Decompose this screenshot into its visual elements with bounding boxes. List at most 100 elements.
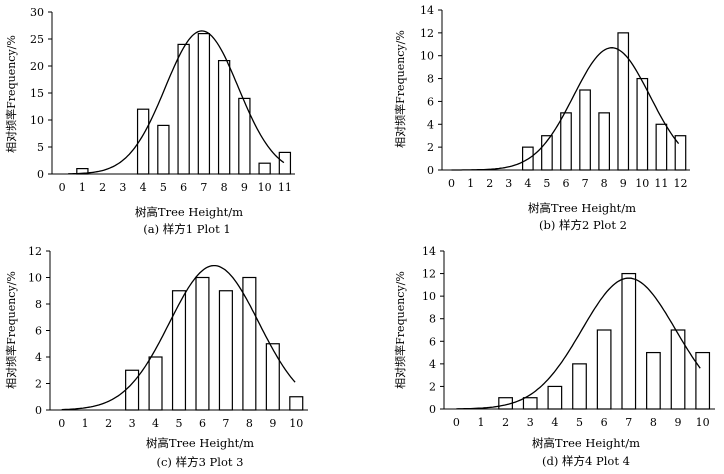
- chart-d-x-axis-label: 树高Tree Height/m: [532, 436, 640, 450]
- chart-a-bar: [136, 108, 150, 175]
- chart-a-y-tick-label: 30: [30, 6, 44, 19]
- chart-d-x-tick-label: 1: [477, 416, 484, 429]
- chart-b-bar: [579, 89, 591, 171]
- chart-d-y-tick-label: 6: [429, 335, 436, 348]
- chart-c-y-tick-label: 12: [28, 245, 42, 258]
- chart-b-x-tick-label: 11: [654, 177, 668, 190]
- chart-b-x-tick-label: 9: [620, 177, 627, 190]
- chart-c-x-tick-label: 8: [246, 417, 253, 430]
- chart-b-x-tick-label: 4: [524, 177, 531, 190]
- chart-b-bar: [560, 112, 572, 171]
- chart-c-x-tick-label: 1: [82, 417, 89, 430]
- chart-c-bar: [265, 343, 280, 411]
- chart-b-bar: [655, 123, 668, 171]
- chart-d-bar: [572, 363, 587, 410]
- chart-b-x-tick-label: 6: [563, 177, 570, 190]
- chart-b-y-tick-label: 0: [427, 164, 434, 177]
- chart-d-caption: (d) 样方4 Plot 4: [542, 454, 630, 468]
- chart-a-y-tick-label: 10: [30, 114, 44, 127]
- chart-b-x-tick-label: 1: [467, 177, 474, 190]
- chart-b-x-tick-label: 12: [673, 177, 687, 190]
- chart-b-fit-curve: [451, 47, 680, 171]
- chart-d-bar: [596, 329, 612, 410]
- chart-a-x-tick-label: 8: [221, 181, 228, 194]
- chart-a-caption: (a) 样方1 Plot 1: [143, 222, 230, 236]
- chart-a-bar: [197, 32, 211, 175]
- chart-b-y-tick-label: 2: [427, 141, 434, 154]
- chart-b-x-tick-label: 0: [448, 177, 455, 190]
- chart-c-y-tick-label: 6: [35, 325, 42, 338]
- chart-a-y-tick-label: 0: [37, 168, 44, 181]
- chart-c-y-tick-label: 0: [35, 404, 42, 417]
- chart-d-x-tick-label: 5: [576, 416, 583, 429]
- chart-d-y-tick-label: 14: [422, 245, 436, 258]
- chart-d-x-tick-label: 10: [696, 416, 710, 429]
- chart-d-y-axis-label: 相对频率Frequency/%: [393, 271, 407, 389]
- chart-a-x-tick-label: 10: [258, 181, 272, 194]
- chart-d-x-tick-label: 7: [625, 416, 632, 429]
- chart-a-bar: [238, 97, 251, 175]
- chart-a-bar: [258, 162, 271, 175]
- chart-panel-a: 相对频率Frequency/% 树高Tree Height/m (a) 样方1 …: [4, 6, 295, 236]
- chart-b-x-axis-label: 树高Tree Height/m: [528, 201, 636, 215]
- chart-d-bar: [621, 272, 637, 410]
- chart-a-bar: [76, 168, 89, 175]
- chart-b-y-tick-label: 8: [427, 73, 434, 86]
- chart-d-fit-curve: [456, 277, 701, 410]
- chart-b-y-tick-label: 14: [420, 4, 434, 17]
- chart-a-y-axis-label: 相对频率Frequency/%: [4, 35, 18, 153]
- chart-c-bar: [171, 290, 187, 411]
- chart-d-x-tick-label: 6: [601, 416, 608, 429]
- chart-c-y-axis-label: 相对频率Frequency/%: [4, 271, 18, 389]
- chart-c-x-axis-label: 树高Tree Height/m: [146, 436, 254, 450]
- chart-d-x-tick-label: 3: [527, 416, 534, 429]
- chart-a-x-tick-label: 5: [160, 181, 167, 194]
- chart-c-bar: [125, 369, 140, 411]
- chart-d-x-tick-label: 2: [502, 416, 509, 429]
- chart-c-x-tick-label: 10: [289, 417, 303, 430]
- chart-d-y-tick-label: 8: [429, 313, 436, 326]
- chart-a-x-axis-label: 树高Tree Height/m: [135, 205, 243, 219]
- chart-b-caption: (b) 样方2 Plot 2: [539, 218, 627, 232]
- chart-a-x-tick-label: 11: [278, 181, 292, 194]
- chart-a-x-tick-label: 3: [119, 181, 126, 194]
- chart-c-x-tick-label: 3: [129, 417, 136, 430]
- chart-c-bar: [148, 356, 163, 411]
- chart-a-x-tick-label: 9: [241, 181, 248, 194]
- chart-a-y-tick-label: 15: [30, 87, 44, 100]
- chart-b-bar: [541, 135, 553, 171]
- chart-b-y-tick-label: 4: [427, 118, 434, 131]
- chart-c-bar: [242, 276, 257, 411]
- chart-a-fit-curve: [68, 30, 285, 175]
- chart-a-x-tick-label: 7: [200, 181, 207, 194]
- chart-b-x-tick-label: 3: [505, 177, 512, 190]
- chart-d-y-tick-label: 12: [422, 268, 436, 281]
- chart-d-x-tick-label: 8: [650, 416, 657, 429]
- chart-d-bar: [695, 351, 711, 410]
- chart-c-x-tick-label: 0: [58, 417, 65, 430]
- chart-b-x-tick-label: 8: [601, 177, 608, 190]
- chart-c-y-tick-label: 2: [35, 378, 42, 391]
- chart-b-y-tick-label: 10: [420, 50, 434, 63]
- chart-d-y-tick-label: 4: [429, 358, 436, 371]
- chart-a-bar: [157, 124, 170, 175]
- chart-a-bar: [217, 59, 231, 175]
- chart-c-fit-curve: [61, 264, 296, 411]
- chart-c-bar: [218, 290, 233, 411]
- chart-c-x-tick-label: 5: [176, 417, 183, 430]
- chart-b-y-tick-label: 12: [420, 27, 434, 40]
- chart-c-x-tick-label: 4: [152, 417, 159, 430]
- chart-d-bar: [522, 397, 538, 410]
- chart-b-bar: [674, 135, 687, 171]
- chart-c-x-tick-label: 9: [269, 417, 276, 430]
- chart-d-y-tick-label: 10: [422, 290, 436, 303]
- chart-d-bar: [547, 385, 563, 410]
- chart-b-x-tick-label: 10: [635, 177, 649, 190]
- chart-d-bar: [646, 351, 661, 410]
- chart-d-x-tick-label: 9: [675, 416, 682, 429]
- chart-b-x-tick-label: 7: [582, 177, 589, 190]
- chart-b-y-tick-label: 6: [427, 95, 434, 108]
- chart-b-x-tick-label: 5: [543, 177, 550, 190]
- chart-a-y-tick-label: 25: [30, 33, 44, 46]
